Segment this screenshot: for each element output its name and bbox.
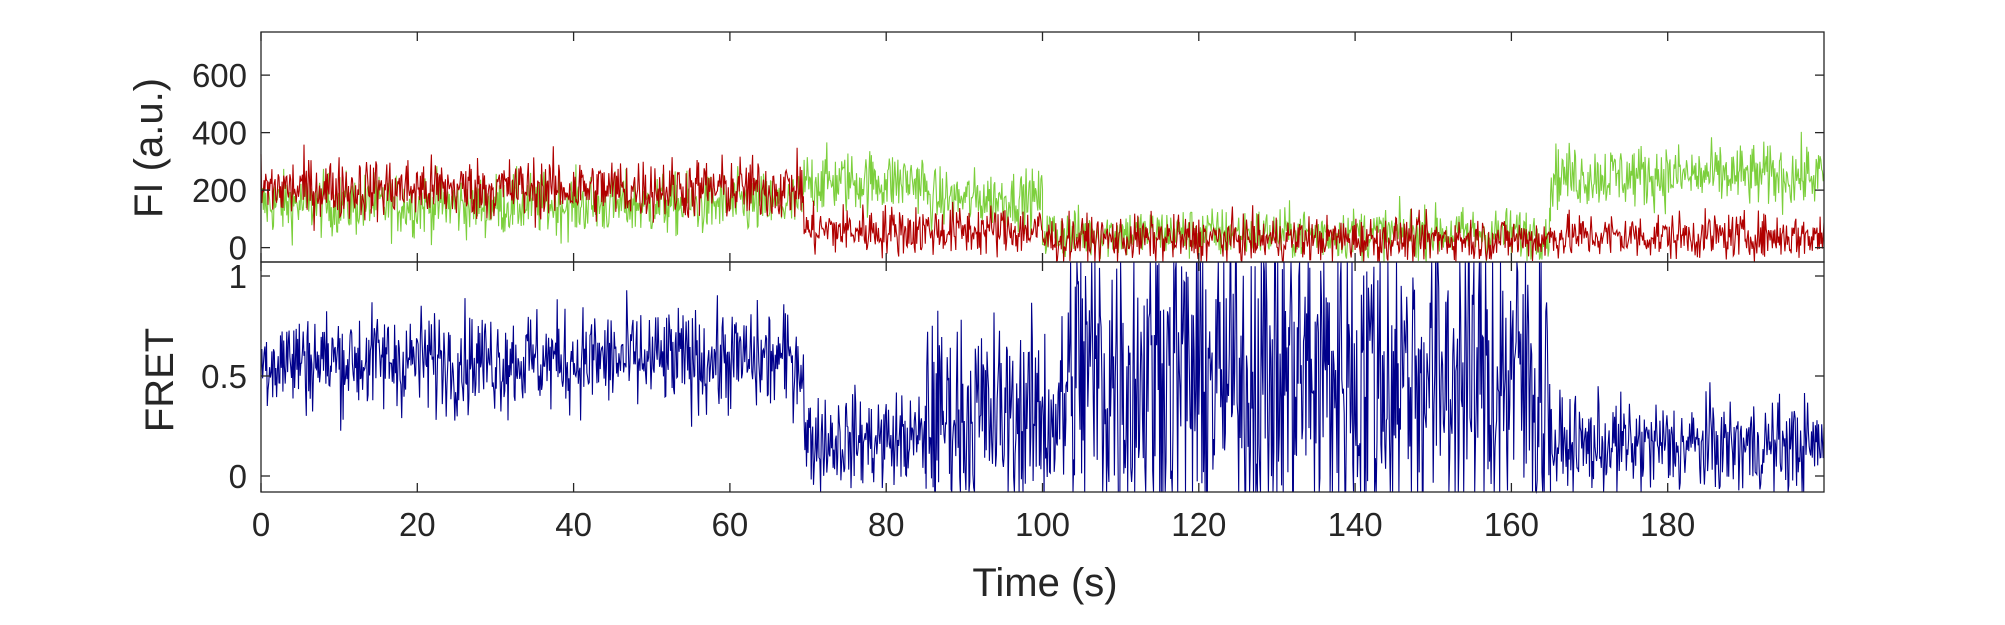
trace-series-1-0: [260, 261, 1825, 494]
x-tick-label: 80: [868, 506, 905, 543]
fret-y-axis-label: FRET: [138, 328, 182, 432]
x-tick-label: 140: [1328, 506, 1383, 543]
x-tick-label: 180: [1640, 506, 1695, 543]
trace-series-0-1: [260, 144, 1825, 264]
intensity-panel: 0 200 400 600 FI (a.u.): [127, 31, 1825, 267]
intensity-ticks: 0 200 400 600: [192, 32, 1824, 267]
trace-series-0-0: [260, 131, 1825, 263]
intensity-y-axis-label: FI (a.u.): [127, 78, 171, 218]
fret-panel: 0 20 40 60 80 100 120 140 160 180 0 0.5 1 FRET Time …: [138, 258, 1825, 605]
x-tick-label: 160: [1484, 506, 1539, 543]
fret-ticks: 0 20 40 60 80 100 120 140 160 180 0 0.5 1: [201, 258, 1824, 543]
y-tick-label: 0: [229, 458, 247, 495]
y-tick-label: 1: [229, 258, 247, 295]
x-tick-label: 40: [555, 506, 592, 543]
y-tick-label: 400: [192, 115, 247, 152]
x-axis-label: Time (s): [972, 561, 1117, 605]
x-tick-label: 20: [399, 506, 436, 543]
x-tick-label: 0: [252, 506, 270, 543]
y-tick-label: 600: [192, 57, 247, 94]
x-tick-label: 60: [712, 506, 749, 543]
y-tick-label: 200: [192, 172, 247, 209]
y-tick-label: 0.5: [201, 358, 247, 395]
intensity-traces: [260, 131, 1825, 264]
x-tick-label: 120: [1171, 506, 1226, 543]
fret-traces: [260, 261, 1825, 494]
x-tick-label: 100: [1015, 506, 1070, 543]
y-tick-label: 0: [229, 230, 247, 267]
